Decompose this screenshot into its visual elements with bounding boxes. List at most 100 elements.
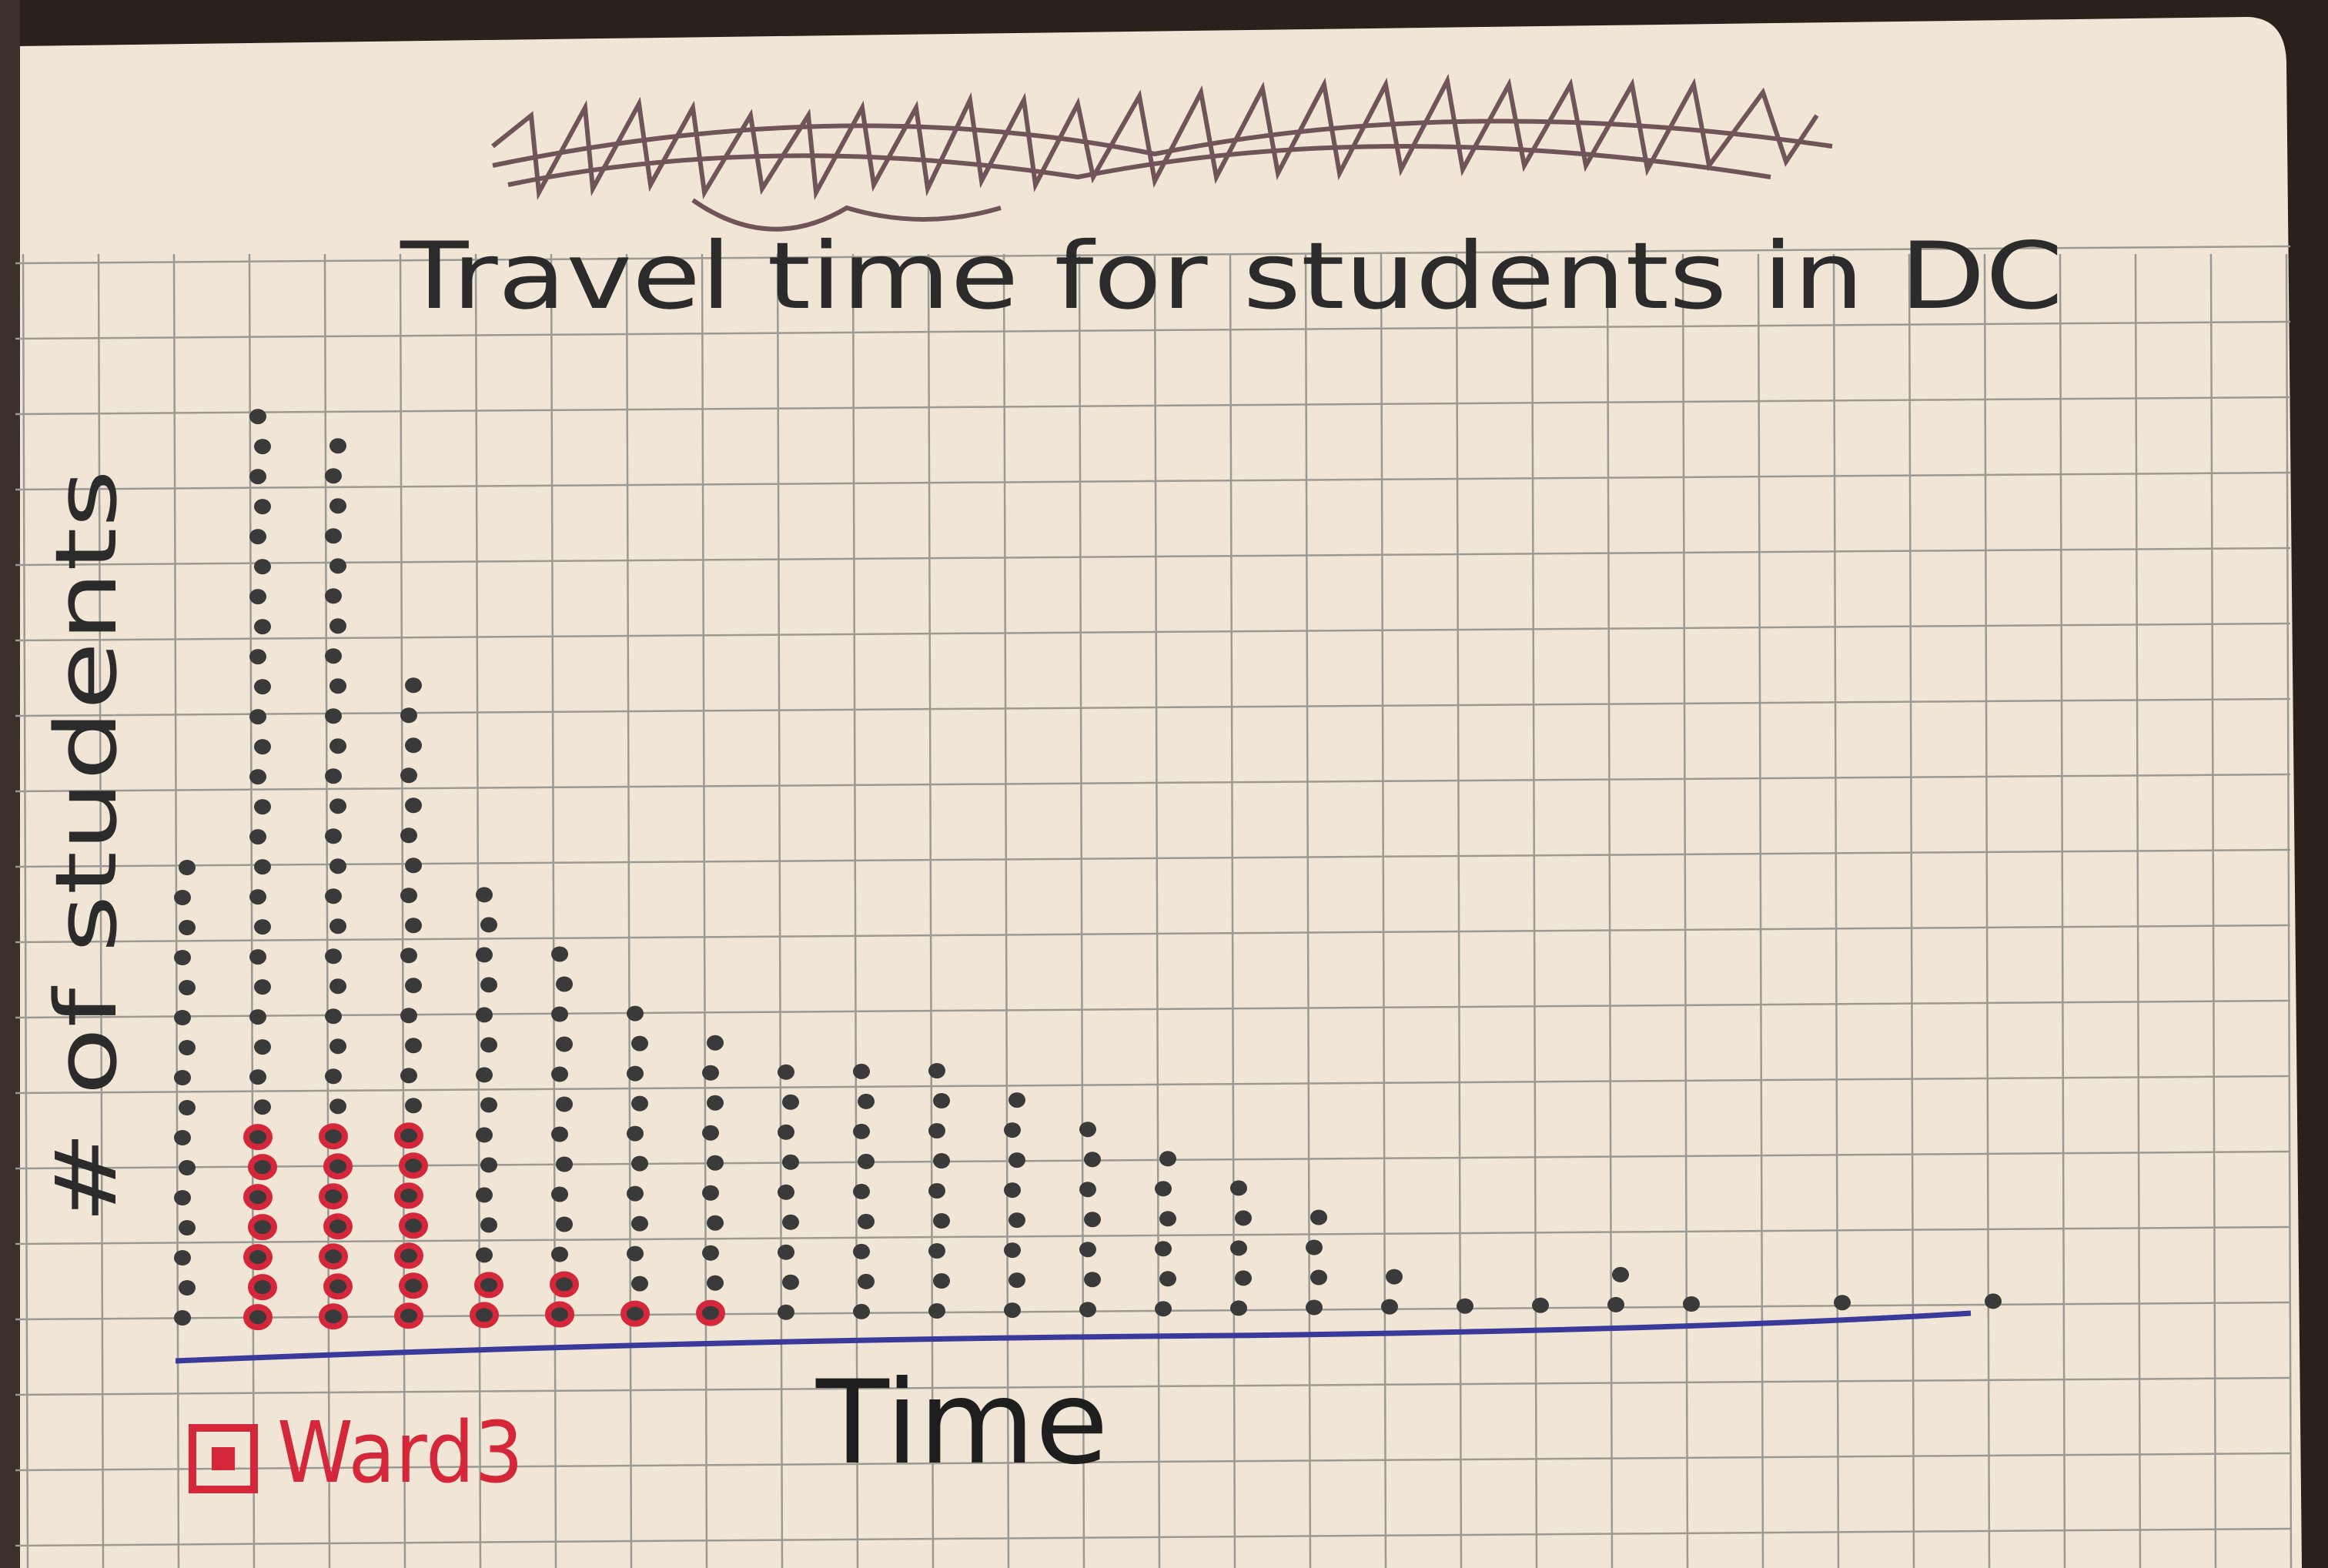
data-dot [551, 1186, 568, 1202]
grid-line-vertical [1304, 253, 1312, 1568]
data-dot [1079, 1122, 1096, 1138]
data-dot [249, 1009, 266, 1025]
grid-line-horizontal [15, 245, 2291, 265]
data-dot [254, 739, 271, 755]
data-dot [778, 1304, 794, 1320]
data-dot [329, 1038, 346, 1055]
data-dot [325, 708, 342, 724]
data-dot [325, 948, 342, 965]
data-dot [858, 1153, 875, 1169]
data-dot [1004, 1182, 1021, 1199]
data-dot [174, 1310, 191, 1326]
data-dot [1008, 1152, 1025, 1168]
data-dot [627, 1005, 644, 1021]
data-dot [174, 1250, 191, 1265]
data-dot [254, 559, 271, 575]
dot-plot-area [174, 409, 2002, 1331]
grid-line-horizontal [15, 697, 2291, 717]
data-dot [179, 980, 196, 995]
grid-line-horizontal [15, 848, 2291, 868]
data-dot [476, 1127, 493, 1143]
data-dot-ward3 [323, 1273, 353, 1300]
data-dot [249, 469, 266, 485]
data-dot [329, 798, 346, 814]
data-dot [249, 769, 266, 785]
data-dot [480, 1097, 497, 1113]
data-dot [405, 978, 422, 994]
grid-line-horizontal [15, 622, 2291, 642]
data-dot-ward3 [319, 1243, 348, 1270]
grid-line-vertical [701, 253, 708, 1568]
data-dot [325, 768, 342, 784]
data-dot [476, 1187, 493, 1203]
data-dot [254, 799, 271, 815]
data-dot-ward3 [394, 1122, 423, 1149]
data-dot [400, 707, 417, 724]
grid-line-vertical [1380, 253, 1387, 1568]
data-dot [174, 950, 191, 965]
data-dot [627, 1125, 644, 1142]
legend-label: Ward3 [277, 1403, 523, 1502]
grid-line-horizontal [15, 999, 2291, 1019]
data-dot-ward3 [248, 1274, 277, 1301]
chart-title: Travel time for students in DC [400, 223, 2063, 330]
data-dot [1084, 1272, 1101, 1288]
data-dot [631, 1215, 648, 1232]
data-dot [928, 1063, 945, 1078]
data-dot [329, 918, 346, 934]
data-dot [249, 829, 266, 845]
data-dot [329, 438, 346, 454]
grid-line-horizontal [15, 1075, 2291, 1095]
grid-line-vertical [1681, 253, 1689, 1568]
grid-line-horizontal [15, 1376, 2291, 1396]
data-dot [174, 890, 191, 905]
notebook-page [15, 17, 2302, 1568]
data-dot [400, 1068, 417, 1084]
data-dot [405, 918, 422, 934]
data-dot [853, 1063, 870, 1079]
data-dot [702, 1185, 719, 1201]
data-dot [853, 1183, 870, 1199]
data-dot [1235, 1270, 1252, 1286]
data-dot [329, 678, 346, 694]
grid-line-vertical [1078, 253, 1085, 1568]
data-dot-ward3 [545, 1301, 574, 1328]
data-dot [329, 738, 346, 754]
data-dot [400, 888, 417, 904]
data-dot [325, 888, 342, 904]
data-dot-ward3 [394, 1302, 423, 1329]
data-dot [254, 919, 271, 935]
data-dot [476, 887, 493, 903]
data-dot [556, 1036, 573, 1052]
data-dot-ward3 [319, 1123, 348, 1150]
data-dot [1159, 1271, 1176, 1287]
grid-line-vertical [97, 253, 105, 1568]
data-dot [1985, 1293, 2002, 1309]
grid-line-vertical [1832, 253, 1840, 1568]
data-dot [556, 1096, 573, 1112]
data-dot [702, 1245, 719, 1261]
data-dot [707, 1275, 724, 1291]
grid-line-horizontal [15, 1452, 2291, 1472]
data-dot-ward3 [470, 1302, 499, 1329]
grid-line-horizontal [15, 924, 2291, 944]
data-dot [329, 978, 346, 995]
binding-edge [0, 0, 20, 1568]
data-dot-ward3 [323, 1213, 353, 1240]
data-dot [400, 767, 417, 784]
data-dot [1079, 1302, 1096, 1318]
data-dot [329, 858, 346, 874]
data-dot [179, 1040, 196, 1055]
data-dot [1004, 1242, 1021, 1259]
data-dot-ward3 [696, 1299, 725, 1326]
data-dot [174, 1010, 191, 1025]
legend: Ward3 [189, 1403, 523, 1502]
data-dot [480, 1037, 497, 1053]
data-dot [1230, 1180, 1247, 1196]
data-dot [476, 1247, 493, 1263]
data-dot-ward3 [243, 1244, 273, 1271]
data-dot [933, 1153, 950, 1168]
data-dot-ward3 [394, 1182, 423, 1209]
data-dot [853, 1243, 870, 1259]
